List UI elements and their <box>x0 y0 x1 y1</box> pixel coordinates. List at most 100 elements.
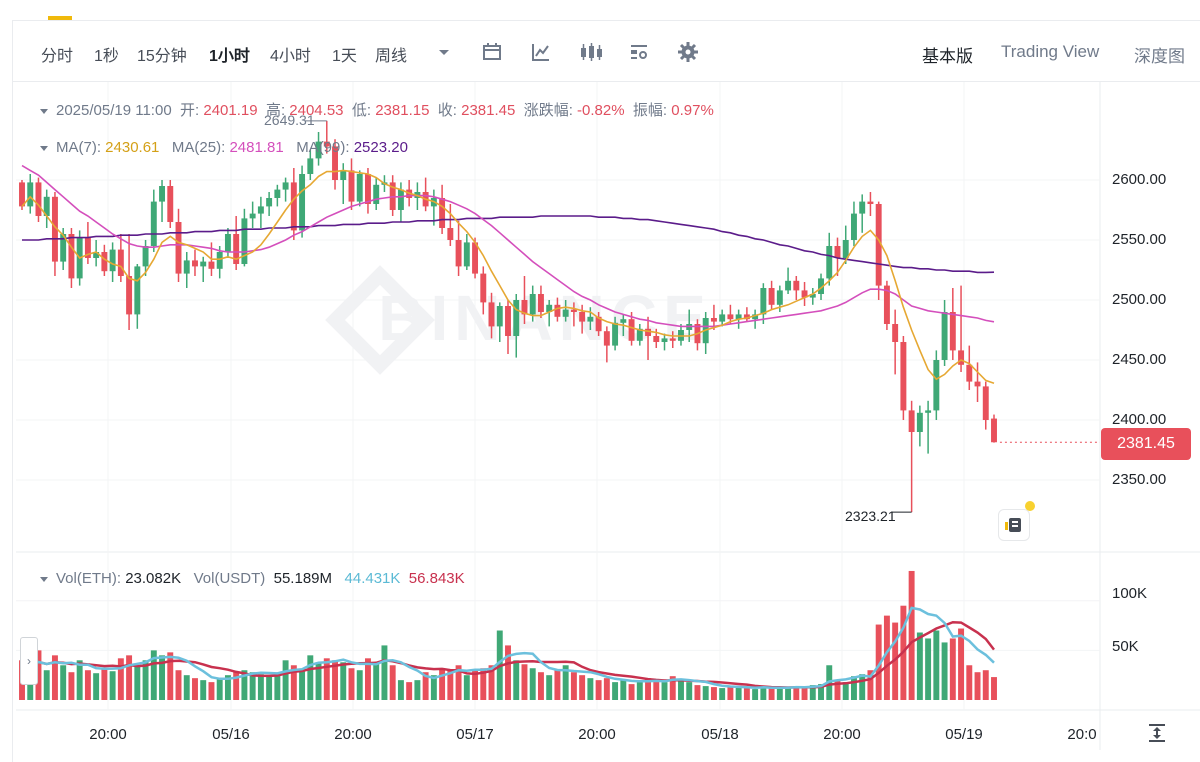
candle-body <box>224 234 231 252</box>
candle-body <box>282 182 289 190</box>
candle-body <box>735 314 742 320</box>
timeframe-1h[interactable]: 1小时 <box>209 48 250 65</box>
low-marker-label: 2323.21 <box>845 508 896 524</box>
ohlc-legend: 2025/05/19 11:00 开: 2401.19 高: 2404.53 低… <box>40 99 714 120</box>
candle-body <box>315 141 322 159</box>
volume-bar <box>241 670 248 700</box>
candle-body <box>167 186 174 222</box>
timeframe-fenshi[interactable]: 分时 <box>41 48 74 65</box>
gear-icon[interactable] <box>677 41 699 63</box>
ohlc-date: 2025/05/19 11:00 <box>56 102 172 119</box>
volume-bar <box>430 675 437 700</box>
candle-body <box>595 316 602 332</box>
volume-bar <box>480 668 487 700</box>
candlestick-icon[interactable] <box>579 41 602 63</box>
candle-body <box>801 290 808 298</box>
close-value: 2381.45 <box>461 102 516 119</box>
price-tick: 2350.00 <box>1112 471 1167 488</box>
volume-bar <box>68 672 75 700</box>
volume-bar <box>546 675 553 700</box>
candle-body <box>710 318 717 322</box>
last-price-tag: 2381.45 <box>1101 428 1191 460</box>
volume-bar <box>282 660 289 700</box>
volume-bar <box>365 658 371 700</box>
chevron-down-icon[interactable] <box>40 108 48 114</box>
volume-bar <box>109 671 116 700</box>
scale-toggle-icon[interactable] <box>1146 722 1168 744</box>
candle-body <box>35 182 42 216</box>
candle-body <box>883 285 890 324</box>
volume-bar <box>200 680 207 700</box>
candle-body <box>84 237 91 258</box>
volume-bar <box>348 668 355 700</box>
timeframe-1w[interactable]: 周线 <box>375 48 408 65</box>
candle-body <box>472 242 479 274</box>
volume-bar <box>628 684 635 700</box>
candle-body <box>521 300 528 315</box>
candle-body <box>752 314 759 320</box>
volume-bar <box>587 678 594 700</box>
candle-body <box>513 300 520 336</box>
candle-body <box>554 304 561 317</box>
volume-bar <box>101 668 108 700</box>
view-basic[interactable]: 基本版 <box>922 47 973 66</box>
volume-bar <box>93 673 100 700</box>
volume-bar <box>126 655 133 700</box>
change-label: 涨跌幅: <box>523 102 573 119</box>
chart-frame <box>12 20 1200 762</box>
candle-body <box>216 252 223 269</box>
volume-bar <box>183 675 190 700</box>
low-value: 2381.15 <box>375 102 430 119</box>
timeframe-1s[interactable]: 1秒 <box>94 48 119 65</box>
ma99-value: 2523.20 <box>353 139 408 156</box>
candle-body <box>117 249 124 276</box>
volume-bar <box>521 664 528 700</box>
notes-button[interactable] <box>998 509 1030 541</box>
candle-body <box>266 198 273 207</box>
view-depth[interactable]: 深度图 <box>1134 47 1185 66</box>
volume-bar <box>307 655 314 700</box>
candle-body <box>916 412 923 432</box>
price-tick: 2600.00 <box>1112 171 1167 188</box>
layout-icon[interactable] <box>628 41 650 63</box>
volume-bar <box>925 638 932 700</box>
volume-bar <box>84 670 91 700</box>
indicator-icon[interactable] <box>530 41 552 63</box>
candle-body <box>908 410 915 432</box>
volume-bar <box>192 678 198 700</box>
volume-bar <box>266 676 273 700</box>
time-tick: 05/17 <box>456 726 494 743</box>
candle-body <box>290 182 297 231</box>
timeframe-4h[interactable]: 4小时 <box>270 48 311 65</box>
volume-bar <box>134 666 141 700</box>
active-tab-indicator <box>48 16 72 20</box>
volume-bar <box>27 675 34 700</box>
candle-body <box>208 261 215 269</box>
calendar-icon[interactable] <box>481 41 503 63</box>
timeframe-15m[interactable]: 15分钟 <box>137 48 187 65</box>
volume-bar <box>669 676 676 700</box>
volume-bar <box>60 665 67 700</box>
chevron-down-icon[interactable] <box>433 41 455 63</box>
candle-body <box>142 246 149 267</box>
expand-panel-button[interactable]: › <box>20 637 38 685</box>
volume-bar <box>818 684 824 700</box>
volume-bar <box>735 687 742 700</box>
candle-body <box>669 338 676 341</box>
ma99-line <box>22 215 995 274</box>
volume-bar <box>595 680 602 700</box>
ma25-value: 2481.81 <box>229 139 284 156</box>
chevron-down-icon[interactable] <box>40 145 48 151</box>
view-tradingview[interactable]: Trading View <box>1001 42 1100 61</box>
timeframe-1d[interactable]: 1天 <box>332 48 357 65</box>
volume-bar <box>982 670 989 700</box>
candle-body <box>785 280 792 291</box>
volume-bar <box>224 675 231 700</box>
volume-bar <box>142 660 149 700</box>
candle-body <box>727 314 734 320</box>
volume-bar <box>809 685 816 700</box>
volume-bar <box>51 655 58 700</box>
candle-body <box>776 290 783 305</box>
chevron-down-icon[interactable] <box>40 576 48 582</box>
